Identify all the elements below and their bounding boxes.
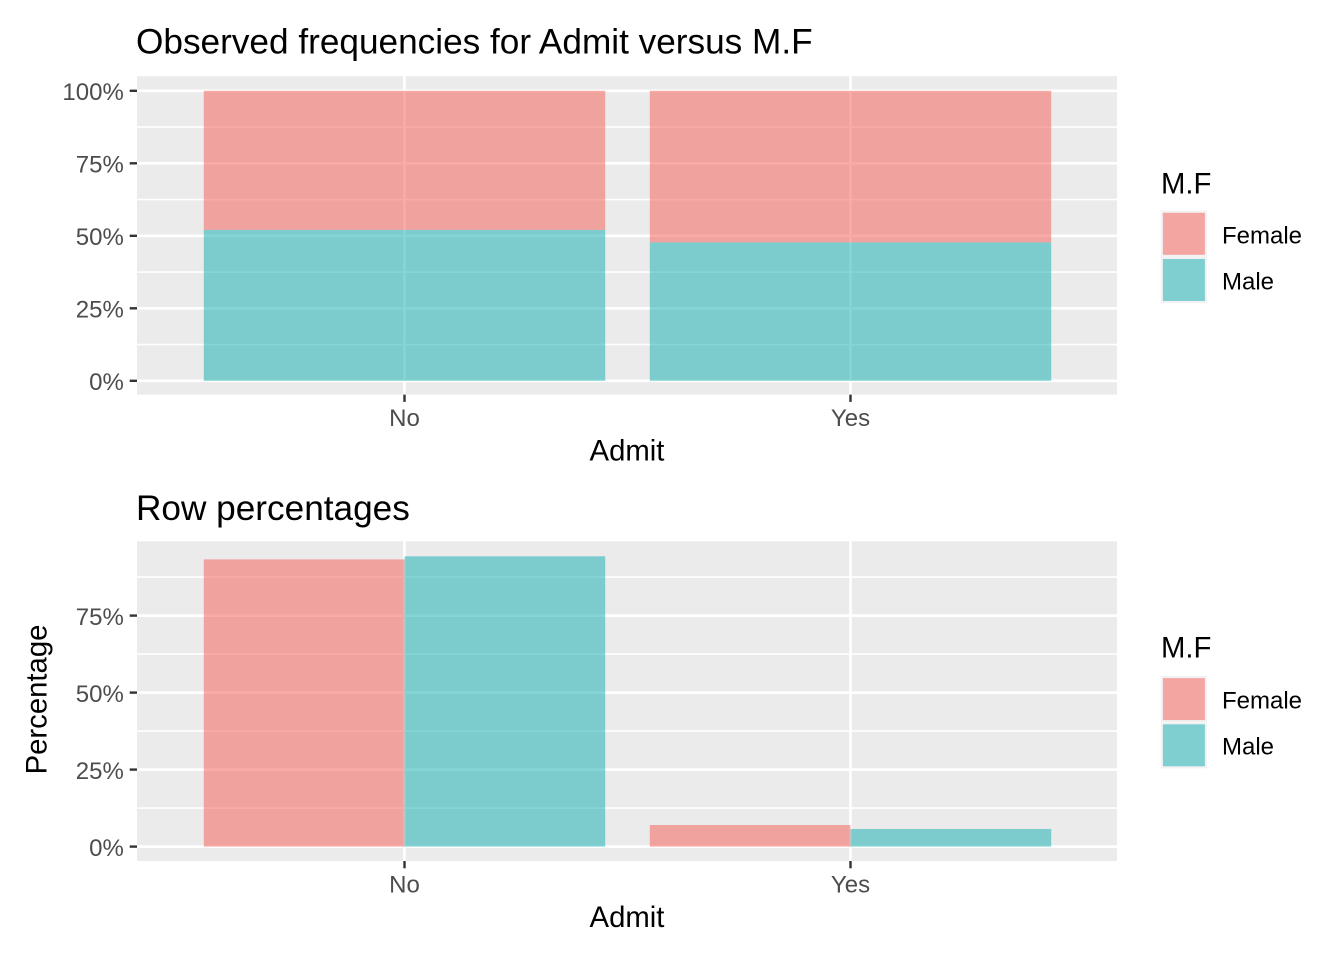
svg-text:75%: 75% <box>76 604 124 631</box>
svg-text:Row percentages: Row percentages <box>136 489 410 528</box>
svg-text:Yes: Yes <box>831 405 870 432</box>
svg-text:M.F: M.F <box>1161 631 1211 664</box>
svg-text:Observed frequencies for Admit: Observed frequencies for Admit versus M.… <box>136 23 813 62</box>
svg-text:Admit: Admit <box>590 435 665 468</box>
svg-text:Female: Female <box>1222 688 1302 715</box>
svg-text:Female: Female <box>1222 223 1302 250</box>
svg-text:Male: Male <box>1222 734 1274 761</box>
svg-text:No: No <box>389 405 420 432</box>
svg-text:Percentage: Percentage <box>21 625 54 775</box>
svg-text:No: No <box>389 872 420 899</box>
svg-text:25%: 25% <box>76 297 124 324</box>
svg-text:75%: 75% <box>76 152 124 179</box>
svg-text:0%: 0% <box>89 369 124 396</box>
svg-text:50%: 50% <box>76 224 124 251</box>
svg-text:50%: 50% <box>76 681 124 708</box>
svg-text:0%: 0% <box>89 835 124 862</box>
svg-text:Yes: Yes <box>831 872 870 899</box>
svg-text:Male: Male <box>1222 269 1274 296</box>
svg-text:25%: 25% <box>76 758 124 785</box>
svg-text:Admit: Admit <box>590 901 665 934</box>
svg-text:M.F: M.F <box>1161 168 1211 201</box>
svg-text:100%: 100% <box>62 79 123 106</box>
